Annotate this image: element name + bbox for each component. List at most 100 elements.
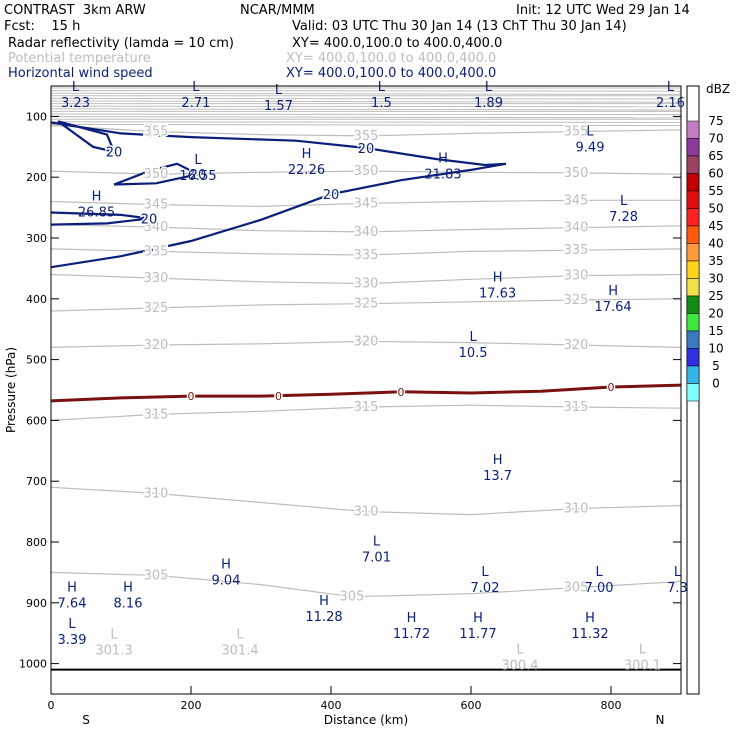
theta-extremum-value: 301.3 [95, 643, 132, 658]
wind-extremum-value: 17.64 [594, 300, 631, 315]
theta-contour-label: 315 [354, 400, 379, 415]
theta-contour-label: 320 [354, 334, 379, 349]
wind-extremum-marker: L [378, 80, 386, 95]
colorbar-level-label: 50 [708, 202, 723, 216]
theta-extremum-marker: L [236, 627, 244, 642]
wind-extremum-value: 9.49 [576, 141, 605, 156]
theta-contour-label: 305 [340, 590, 365, 605]
theta-contour-line [51, 404, 681, 421]
colorbar-level-label: 35 [708, 254, 723, 268]
wind-extremum-marker: L [192, 80, 200, 95]
wind-extremum-marker: L [620, 194, 628, 209]
reflectivity-zero-contour [51, 383, 681, 403]
wind-extremum-marker: H [608, 284, 618, 299]
wind-speed-contour-label: 20 [106, 146, 123, 161]
colorbar-swatch [686, 120, 700, 139]
wind-extremum-value: 10.5 [459, 346, 488, 361]
wind-extremum-marker: L [481, 565, 489, 580]
wind-extremum-value: 11.28 [305, 610, 342, 625]
x-end-label-north: N [656, 713, 665, 727]
wind-extremum-value: 1.5 [371, 96, 392, 111]
wind-extremum-value: 7.3 [667, 581, 688, 596]
colorbar-level-label: 40 [708, 237, 723, 251]
theta-extremum-marker: L [639, 643, 647, 658]
colorbar-swatch [686, 155, 700, 174]
colorbar-level-label: 30 [708, 272, 723, 286]
theta-contour-label: 350 [564, 166, 589, 181]
theta-contour-label: 350 [144, 167, 169, 182]
colorbar-level-label: 75 [708, 114, 723, 128]
colorbar-swatch [686, 208, 700, 227]
colorbar-swatch [686, 313, 700, 332]
upper-theta-line [51, 113, 681, 116]
wind-extremum-marker: L [674, 565, 682, 580]
wind-speed-contour-label: 20 [323, 188, 340, 203]
colorbar-level-label: 70 [708, 132, 723, 146]
wind-extremum-marker: H [407, 611, 417, 626]
field-theta-xy: XY= 400.0,100.0 to 400.0,400.0 [286, 51, 497, 66]
wind-extremum-marker: H [123, 581, 133, 596]
theta-contour-label: 310 [564, 502, 589, 517]
y-tick-label: 900 [26, 597, 47, 610]
theta-contour-label: 355 [564, 125, 589, 140]
colorbar-level-label: 10 [708, 342, 723, 356]
wind-extremum-value: 13.7 [483, 469, 512, 484]
reflectivity-contour-label: 0 [275, 390, 282, 403]
wind-extremum-value: 7.00 [585, 581, 614, 596]
colorbar-swatch [686, 348, 700, 367]
field-reflectivity-name: Radar reflectivity (lamda = 10 cm) [8, 36, 234, 51]
theta-contour-label: 345 [564, 193, 589, 208]
wind-extremum-marker: H [221, 557, 231, 572]
wind-extremum-marker: H [438, 151, 448, 166]
colorbar-swatch [686, 365, 700, 384]
y-tick-label: 800 [26, 536, 47, 549]
upper-theta-line [51, 92, 681, 95]
y-tick-label: 1000 [19, 658, 47, 671]
field-reflectivity-xy: XY= 400.0,100.0 to 400.0,400.0 [292, 36, 503, 51]
model-name: CONTRAST 3km ARW [4, 3, 146, 18]
wind-extremum-value: 7.64 [58, 597, 87, 612]
reflectivity-contour-label: 0 [188, 390, 195, 403]
organization: NCAR/MMM [240, 3, 315, 18]
colorbar-level-label: 25 [708, 289, 723, 303]
theta-contour-label: 350 [354, 164, 379, 179]
y-tick-label: 200 [26, 171, 47, 184]
wind-extremum-value: 21.83 [424, 167, 461, 182]
wind-speed-contour-line [51, 211, 150, 226]
wind-extremum-marker: H [67, 581, 77, 596]
wind-extremum-marker: H [493, 453, 503, 468]
theta-contour-label: 340 [144, 220, 169, 235]
x-tick-label: 0 [48, 699, 55, 712]
theta-extremum-value: 300.1 [624, 659, 661, 674]
wind-extremum-value: 1.89 [474, 96, 503, 111]
reflectivity-contour-label: 0 [398, 386, 405, 399]
forecast-hour: Fcst: 15 h [4, 19, 81, 34]
upper-theta-line [51, 108, 681, 111]
wind-extremum-marker: H [302, 147, 312, 162]
theta-contour-label: 345 [144, 198, 169, 213]
wind-speed-contour-line [51, 162, 507, 269]
colorbar-swatch [686, 138, 700, 157]
wind-extremum-marker: L [667, 80, 675, 95]
theta-contour-label: 330 [564, 269, 589, 284]
theta-extremum-value: 301.4 [221, 643, 258, 658]
theta-extremum-marker: L [110, 627, 118, 642]
theta-contour-label: 335 [354, 248, 379, 263]
y-tick-label: 300 [26, 232, 47, 245]
theta-contour-label: 355 [144, 125, 169, 140]
wind-extremum-value: 2.71 [181, 96, 210, 111]
theta-contour-label: 320 [564, 338, 589, 353]
theta-contour-label: 335 [564, 243, 589, 258]
plot-frame [50, 85, 682, 695]
wind-extremum-value: 22.26 [288, 163, 325, 178]
wind-extremum-value: 11.77 [459, 627, 496, 642]
theta-contour-label: 345 [354, 196, 379, 211]
field-theta-name: Potential temperature [8, 51, 151, 66]
upper-theta-line [51, 105, 681, 108]
reflectivity-contour-label: 0 [608, 381, 615, 394]
x-end-label-south: S [82, 713, 90, 727]
wind-extremum-marker: H [493, 271, 503, 286]
colorbar-swatch [686, 225, 700, 244]
y-tick-label: 500 [26, 354, 47, 367]
colorbar-swatch [686, 278, 700, 297]
